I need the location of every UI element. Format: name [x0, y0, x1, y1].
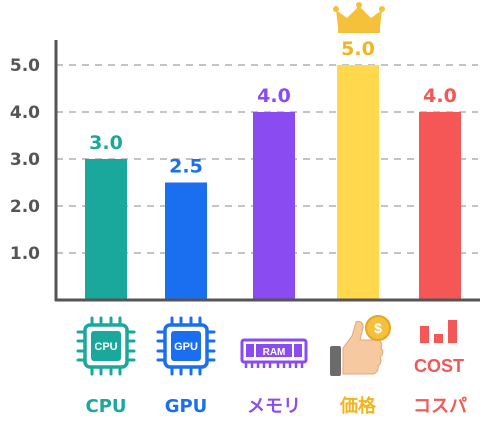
y-axis-ticks: 1.0 2.0 3.0 4.0 5.0 [10, 56, 40, 264]
ram-module-icon: RAM [240, 338, 308, 368]
bar [253, 112, 295, 300]
bar [419, 112, 461, 300]
y-tick-label: 3.0 [10, 150, 40, 170]
value-labels: 3.0 2.5 4.0 5.0 4.0 [89, 38, 457, 178]
category-label: CPU [85, 396, 126, 417]
category-labels: CPU GPU メモリ 価格 コスパ [85, 395, 467, 417]
value-label: 4.0 [257, 85, 291, 107]
category-label: メモリ [247, 396, 301, 417]
coin-icon-text: $ [374, 320, 382, 336]
cost-bars-icon: COST [414, 320, 464, 376]
value-label: 4.0 [423, 85, 457, 107]
value-label: 5.0 [341, 38, 375, 60]
gpu-icon-text: GPU [174, 341, 198, 353]
y-tick-label: 5.0 [10, 56, 40, 76]
bar [85, 159, 127, 300]
cpu-chip-icon: CPU [76, 316, 136, 376]
crown-icon [333, 2, 385, 33]
bars [85, 65, 461, 300]
category-label: コスパ [413, 396, 467, 417]
bar [337, 65, 379, 300]
gpu-chip-icon: GPU [156, 316, 216, 376]
value-label: 3.0 [89, 132, 123, 154]
cost-icon-text: COST [414, 356, 464, 376]
y-tick-label: 1.0 [10, 244, 40, 264]
value-label: 2.5 [169, 156, 203, 178]
y-tick-label: 2.0 [10, 197, 40, 217]
ram-icon-text: RAM [263, 347, 286, 358]
category-label: 価格 [339, 395, 377, 417]
category-label: GPU [165, 396, 208, 417]
y-tick-label: 4.0 [10, 103, 40, 123]
cpu-icon-text: CPU [94, 341, 117, 353]
bar [165, 182, 207, 300]
thumbs-up-dollar-icon: $ [330, 315, 391, 376]
